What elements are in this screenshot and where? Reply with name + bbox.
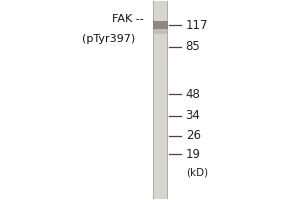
- Text: 34: 34: [186, 109, 200, 122]
- Text: 19: 19: [186, 148, 201, 161]
- Text: FAK --: FAK --: [112, 14, 144, 24]
- Bar: [153, 1, 154, 199]
- Text: 48: 48: [186, 88, 200, 101]
- Bar: [153, 21, 168, 29]
- Text: (kD): (kD): [186, 168, 208, 178]
- Text: (pTyr397): (pTyr397): [82, 34, 135, 44]
- Text: 26: 26: [186, 129, 201, 142]
- Text: 85: 85: [186, 40, 200, 53]
- Text: 117: 117: [186, 19, 208, 32]
- Bar: [167, 1, 168, 199]
- Bar: [154, 28, 167, 34]
- Bar: [153, 1, 168, 199]
